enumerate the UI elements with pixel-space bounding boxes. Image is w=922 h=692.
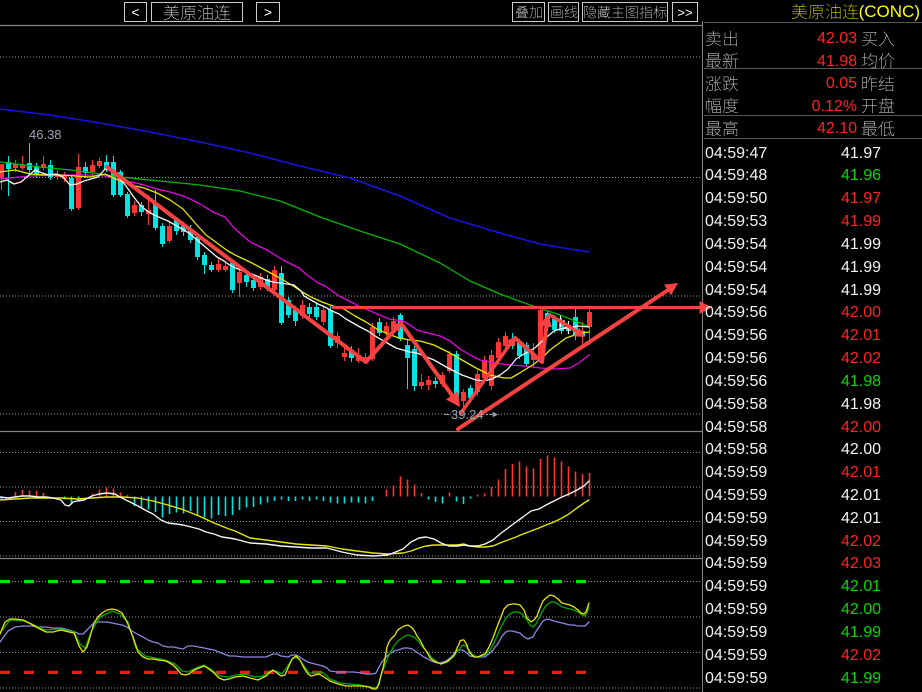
svg-text:46.38: 46.38	[29, 127, 62, 142]
svg-text:39.24: 39.24	[451, 407, 484, 422]
